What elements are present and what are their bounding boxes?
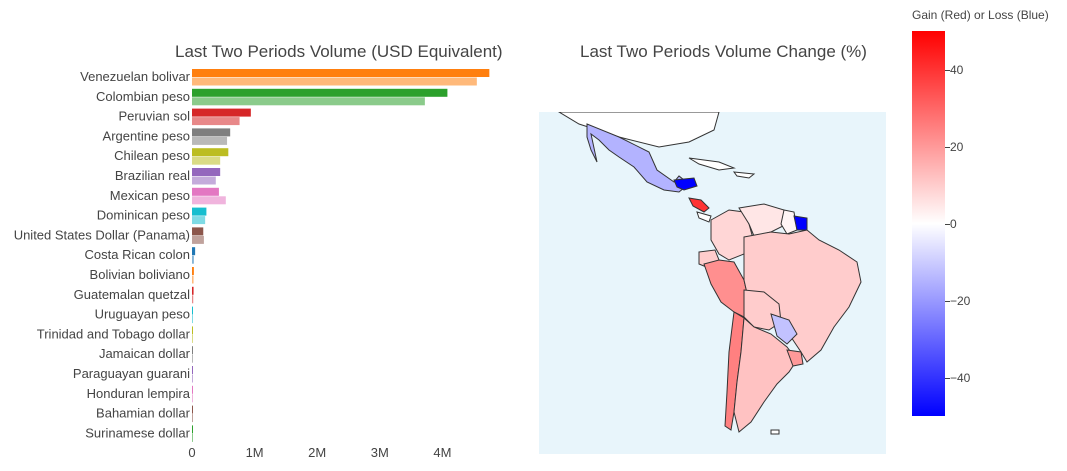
y-tick-label: Dominican peso: [97, 208, 190, 223]
bar-previous[interactable]: [192, 394, 193, 403]
y-tick-label: Uruguayan peso: [95, 307, 190, 322]
map-region-paraguay[interactable]: [770, 313, 798, 345]
bar-current[interactable]: [192, 425, 193, 434]
bar-current[interactable]: [192, 168, 221, 176]
x-tick-label: 2M: [308, 445, 326, 460]
map-region-peru[interactable]: [703, 259, 750, 318]
map-region-caribbean: [688, 157, 756, 179]
y-tick-label: Chilean peso: [114, 148, 190, 163]
map-region-falklands: [770, 429, 780, 435]
y-tick-label: Venezuelan bolivar: [80, 69, 191, 84]
y-tick-label: Bahamian dollar: [96, 406, 191, 421]
map-region-usa: [558, 112, 720, 148]
bar-current[interactable]: [192, 385, 193, 394]
colorbar-tick-mark: [945, 223, 950, 225]
bar-previous[interactable]: [192, 156, 221, 165]
bar-previous[interactable]: [192, 196, 226, 205]
map-region-nicaragua[interactable]: [688, 197, 710, 213]
bar-previous[interactable]: [192, 433, 193, 442]
map-region-guyana[interactable]: [780, 209, 798, 235]
y-tick-label: Surinamese dollar: [85, 425, 190, 440]
colorbar-tick-label: 20: [950, 139, 964, 154]
y-tick-label: United States Dollar (Panama): [14, 227, 190, 242]
bar-previous[interactable]: [192, 97, 425, 106]
bar-previous[interactable]: [192, 255, 194, 264]
y-tick-label: Trinidad and Tobago dollar: [37, 326, 191, 341]
bar-current[interactable]: [192, 366, 193, 374]
map-region-honduras[interactable]: [673, 177, 698, 191]
colorbar-tick-mark: [945, 300, 950, 302]
x-tick-label: 3M: [371, 445, 389, 460]
bar-current[interactable]: [192, 286, 194, 295]
bar-previous[interactable]: [192, 315, 193, 324]
bar-previous[interactable]: [192, 374, 193, 383]
choropleth-map: [539, 112, 886, 454]
bar-current[interactable]: [192, 88, 448, 97]
bar-current[interactable]: [192, 128, 231, 137]
bar-previous[interactable]: [192, 216, 206, 225]
y-tick-label: Colombian peso: [96, 89, 190, 104]
map-region-argentina[interactable]: [733, 316, 798, 433]
map-region-venezuela[interactable]: [738, 203, 788, 237]
bar-previous[interactable]: [192, 77, 477, 86]
y-tick-label: Paraguayan guarani: [73, 366, 190, 381]
x-tick-label: 4M: [433, 445, 451, 460]
y-tick-label: Mexican peso: [110, 188, 190, 203]
colorbar-tick-mark: [945, 377, 950, 379]
map-region-central-america: [696, 211, 712, 223]
bar-current[interactable]: [192, 346, 193, 355]
colorbar-tick-label: 40: [950, 62, 964, 77]
bar-current[interactable]: [192, 306, 193, 315]
map-region-mexico[interactable]: [586, 123, 690, 193]
colorbar-tick-mark: [945, 146, 950, 148]
y-tick-label: Peruvian sol: [118, 109, 190, 124]
y-tick-label: Argentine peso: [103, 128, 190, 143]
bar-current[interactable]: [192, 227, 204, 236]
bar-previous[interactable]: [192, 117, 240, 126]
bar-previous[interactable]: [192, 136, 228, 145]
y-tick-label: Jamaican dollar: [99, 346, 191, 361]
colorbar-tick-mark: [945, 69, 950, 71]
bar-current[interactable]: [192, 207, 207, 216]
bar-previous[interactable]: [192, 354, 193, 363]
bar-current[interactable]: [192, 187, 219, 196]
map-title: Last Two Periods Volume Change (%): [580, 42, 867, 61]
bar-previous[interactable]: [192, 334, 193, 343]
x-tick-label: 1M: [246, 445, 264, 460]
bar-chart: Venezuelan bolivar Colombian peso Peruvian…: [14, 69, 490, 460]
colorbar-tick-label: −40: [950, 370, 971, 385]
bar-current[interactable]: [192, 148, 229, 157]
colorbar-title: Gain (Red) or Loss (Blue): [912, 8, 1049, 22]
colorbar: [912, 31, 945, 416]
y-tick-label: Honduran lempira: [87, 386, 191, 401]
bar-previous[interactable]: [192, 235, 204, 244]
bar-previous[interactable]: [192, 295, 194, 304]
bar-current[interactable]: [192, 267, 194, 275]
bar-current[interactable]: [192, 108, 251, 117]
bar-previous[interactable]: [192, 275, 194, 284]
colorbar-tick-label: 0: [950, 216, 957, 231]
y-tick-label: Brazilian real: [115, 168, 190, 183]
y-tick-label: Guatemalan quetzal: [74, 287, 190, 302]
x-tick-label: 0: [188, 445, 195, 460]
bar-previous[interactable]: [192, 176, 216, 185]
y-tick-label: Bolivian boliviano: [90, 267, 190, 282]
bar-current[interactable]: [192, 247, 196, 256]
bar-current[interactable]: [192, 69, 490, 77]
map-region-uruguay[interactable]: [786, 349, 804, 367]
bar-chart-title: Last Two Periods Volume (USD Equivalent): [175, 42, 503, 61]
bar-previous[interactable]: [192, 414, 193, 423]
bar-current[interactable]: [192, 326, 193, 335]
colorbar-tick-label: −20: [950, 293, 971, 308]
bar-current[interactable]: [192, 405, 193, 414]
y-tick-label: Costa Rican colon: [85, 247, 191, 262]
